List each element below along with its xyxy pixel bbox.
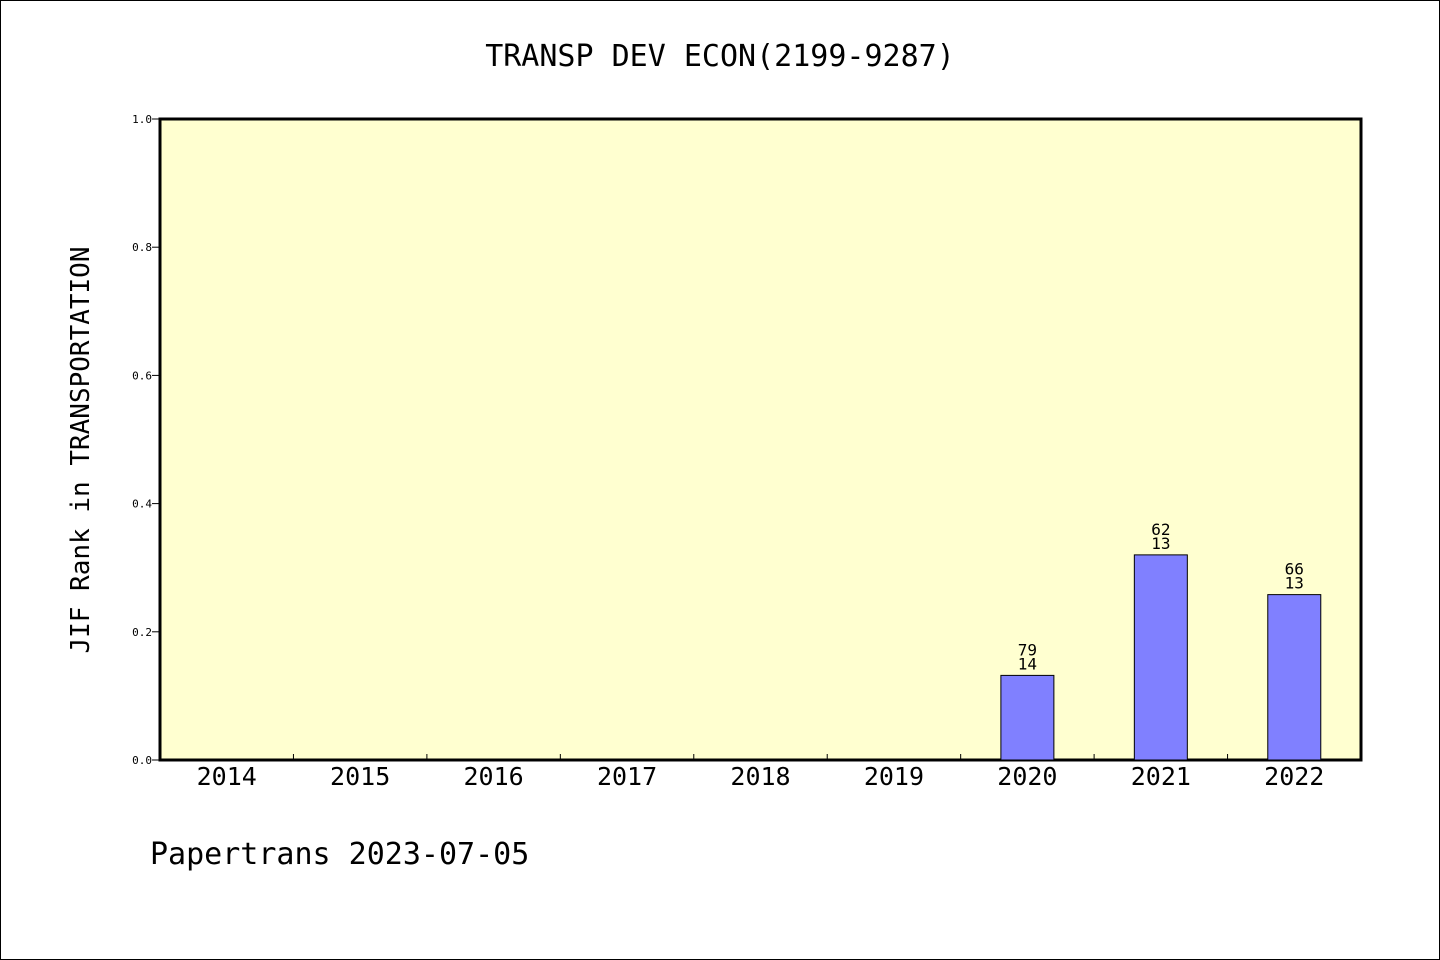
- y-tick-label: 1.0: [132, 113, 152, 126]
- bar-label-bottom: 14: [1018, 654, 1037, 673]
- y-tick-label: 0.8: [132, 241, 152, 254]
- y-tick-label: 0.0: [132, 754, 152, 767]
- bar-2020: [1000, 674, 1055, 761]
- chart-title: TRANSP DEV ECON(2199-9287): [485, 39, 955, 74]
- y-tick-label: 0.2: [132, 626, 152, 639]
- y-axis-ticks: 0.0 0.2 0.4 0.6 0.8 1.0: [132, 113, 160, 767]
- x-tick-label: 2019: [864, 762, 924, 791]
- footer-credit: Papertrans 2023-07-05: [150, 837, 529, 872]
- bar-label-top: 66: [1285, 560, 1304, 579]
- x-axis-ticks: 2014 2015 2016 2017 2018 2019 2020 2021 2022: [197, 754, 1324, 791]
- y-axis-label: JIF Rank in TRANSPORTATION: [66, 247, 96, 654]
- bar-label-top: 79: [1018, 640, 1037, 659]
- y-tick-label: 0.4: [132, 498, 152, 511]
- bar-label-bottom: 13: [1285, 574, 1304, 593]
- y-tick-label: 0.6: [132, 369, 152, 382]
- x-tick-label: 2014: [197, 762, 257, 791]
- bar-label-top: 62: [1151, 520, 1170, 539]
- x-tick-label: 2020: [997, 762, 1057, 791]
- bars: [1000, 554, 1322, 761]
- x-tick-label: 2015: [330, 762, 390, 791]
- x-tick-label: 2018: [730, 762, 790, 791]
- bar-label-bottom: 13: [1151, 534, 1170, 553]
- x-tick-label: 2017: [597, 762, 657, 791]
- x-tick-label: 2016: [464, 762, 524, 791]
- bar-2021: [1133, 554, 1188, 761]
- x-tick-label: 2021: [1131, 762, 1191, 791]
- bar-2022: [1267, 594, 1322, 761]
- x-tick-label: 2022: [1264, 762, 1324, 791]
